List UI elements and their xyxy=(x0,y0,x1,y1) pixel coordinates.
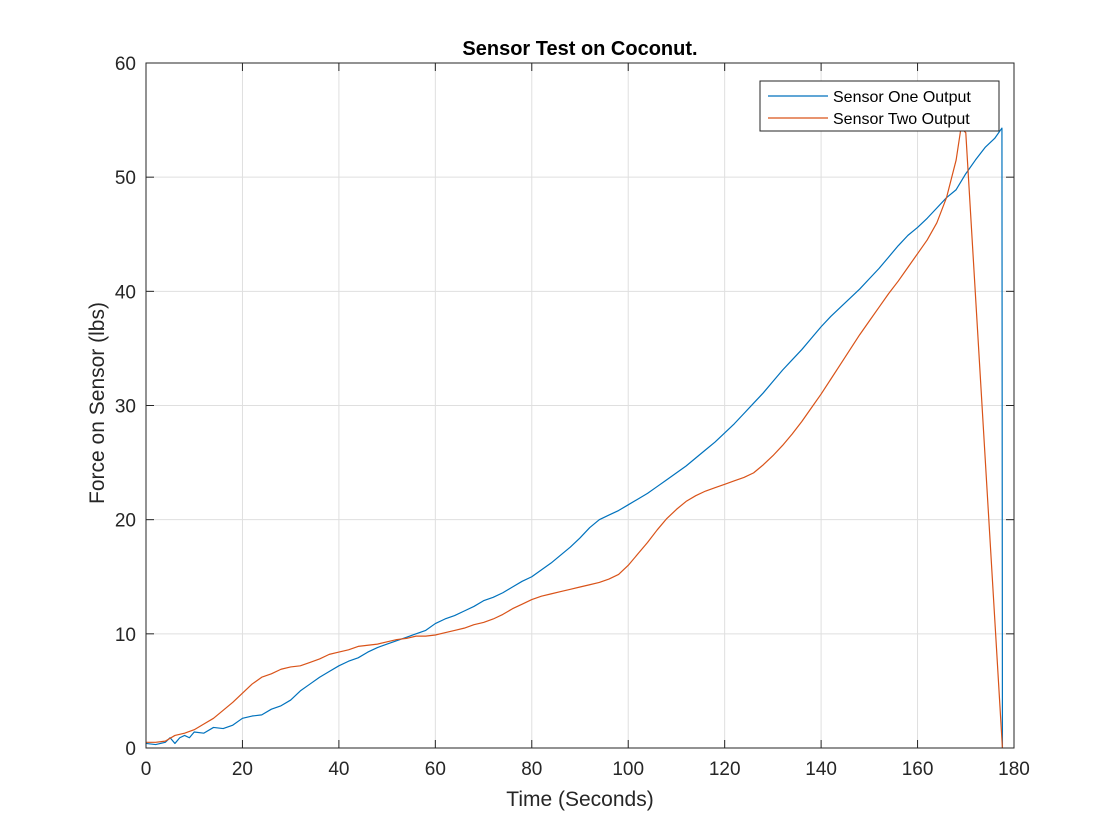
x-tick-label: 80 xyxy=(521,759,542,780)
x-tick-label: 120 xyxy=(709,759,741,780)
y-tick-label: 40 xyxy=(115,282,136,303)
legend-box xyxy=(759,80,1000,132)
axes: 0 20 40 60 80 100 120 140 160 180 0 10 20 30 40 50 60 xyxy=(115,54,1030,780)
y-tick-label: 50 xyxy=(115,168,136,189)
series-line-2 xyxy=(146,127,1004,749)
x-tick-label: 40 xyxy=(328,759,349,780)
plot-area xyxy=(145,127,1004,749)
x-tick-label: 20 xyxy=(232,759,253,780)
legend-label-2: Sensor Two Output xyxy=(833,111,970,128)
y-tick-label: 30 xyxy=(115,397,136,418)
legend: Sensor One Output Sensor Two Output xyxy=(759,80,1000,132)
x-tick-label: 60 xyxy=(425,759,446,780)
x-tick-label: 100 xyxy=(612,759,644,780)
y-tick-label: 20 xyxy=(115,511,136,532)
y-tick-label: 0 xyxy=(125,739,136,760)
y-axis-label: Force on Sensor (lbs) xyxy=(86,302,109,504)
legend-label-1: Sensor One Output xyxy=(833,89,971,106)
x-tick-label: 160 xyxy=(902,759,934,780)
x-axis-label: Time (Seconds) xyxy=(506,788,653,811)
y-tick-label: 60 xyxy=(115,54,136,75)
y-tick-label: 10 xyxy=(115,625,136,646)
x-tick-label: 180 xyxy=(998,759,1030,780)
grid xyxy=(146,63,1014,748)
x-tick-label: 140 xyxy=(805,759,837,780)
x-tick-label: 0 xyxy=(141,759,152,780)
chart-title: Sensor Test on Coconut. xyxy=(462,38,697,60)
series-line-1 xyxy=(145,127,1004,749)
